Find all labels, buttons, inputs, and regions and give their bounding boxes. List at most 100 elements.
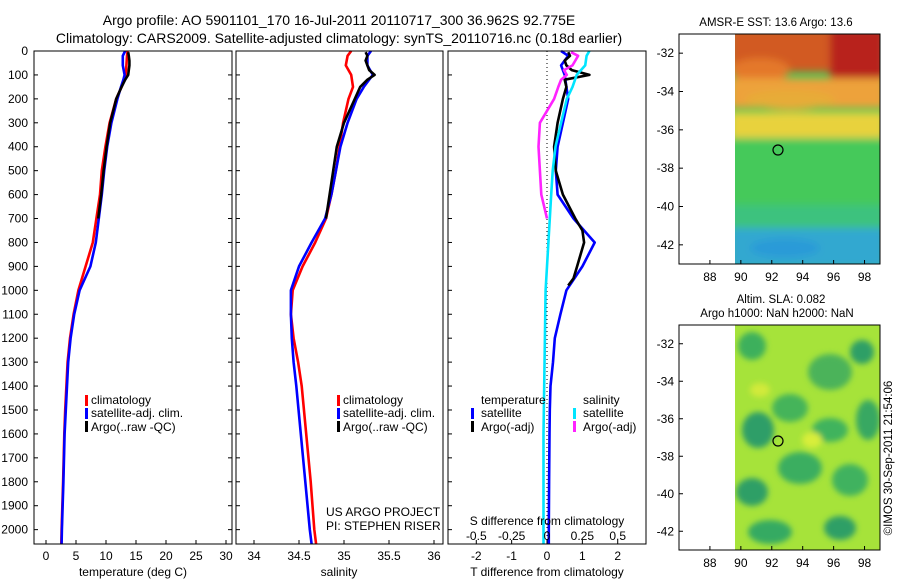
- series-line-1: [552, 51, 591, 287]
- map-x-tick-label: 98: [858, 556, 872, 570]
- legend-label-s-satellite: satellite: [583, 406, 624, 420]
- figure-title-line2: Climatology: CARS2009. Satellite-adjuste…: [56, 30, 622, 46]
- map-y-tick-label: -34: [657, 85, 675, 99]
- depth-tick-label: 1000: [1, 283, 28, 297]
- argo-position-marker: [772, 144, 784, 156]
- difference-x-axis-label: T difference from climatology: [470, 565, 624, 579]
- x-tick-label: 25: [189, 549, 203, 563]
- temperature-x-axis-label: temperature (deg C): [79, 565, 187, 579]
- depth-tick-label: 1700: [1, 451, 28, 465]
- map-x-tick-label: 88: [703, 270, 717, 284]
- sla-field: [735, 325, 880, 550]
- depth-tick-label: 1300: [1, 355, 28, 369]
- map-y-tick-label: -38: [657, 161, 675, 175]
- map-y-tick-label: -38: [657, 449, 675, 463]
- x-tick-label: 15: [129, 549, 143, 563]
- map-y-tick-label: -32: [657, 46, 675, 60]
- salinity-series: [289, 50, 376, 545]
- salinity-plot-frame: [235, 50, 444, 545]
- legend-swatch-argo: [85, 421, 88, 432]
- sst-field: [735, 34, 880, 264]
- x-tick-label: 36: [427, 549, 441, 563]
- legend-swatch-t-satellite: [471, 408, 474, 419]
- legend-label-satellite: satellite-adj. clim.: [91, 406, 183, 420]
- sla-map-title2: Argo h1000: NaN h2000: NaN: [700, 308, 853, 320]
- s-tick-label: 0: [544, 529, 551, 543]
- map-x-tick-label: 96: [827, 270, 841, 284]
- map-y-tick-label: -42: [657, 524, 675, 538]
- depth-tick-label: 1100: [2, 307, 28, 321]
- map-x-tick-label: 90: [734, 556, 748, 570]
- legend-label-climatology: climatology: [91, 393, 151, 407]
- x-tick-label: 35: [337, 549, 351, 563]
- x-tick-label: 0: [544, 549, 551, 563]
- depth-tick-label: 600: [8, 188, 28, 202]
- depth-tick-label: 1500: [1, 403, 28, 417]
- x-tick-label: 35.5: [377, 549, 401, 563]
- series-line-3: [537, 51, 580, 219]
- depth-tick-label: 1200: [1, 331, 28, 345]
- map-x-tick-label: 96: [827, 556, 841, 570]
- sst-map-frame: [678, 33, 881, 265]
- depth-tick-label: 200: [8, 92, 28, 106]
- map-x-tick-label: 88: [703, 556, 717, 570]
- legend-label-satellite: satellite-adj. clim.: [343, 406, 435, 420]
- s-tick-label: 0.5: [609, 529, 626, 543]
- temperature-legend: climatology satellite-adj. clim. Argo(..…: [85, 393, 183, 434]
- x-tick-label: 2: [614, 549, 621, 563]
- depth-tick-label: 700: [8, 212, 28, 226]
- map-x-tick-label: 92: [765, 270, 779, 284]
- map-y-tick-label: -40: [657, 487, 675, 501]
- difference-legend: temperature salinity satellite Argo(-adj…: [471, 393, 636, 434]
- depth-tick-label: 1600: [1, 427, 28, 441]
- legend-swatch-satellite: [85, 408, 88, 419]
- legend-label-argo: Argo(..raw -QC): [91, 420, 176, 434]
- series-line-2: [96, 51, 131, 219]
- series-line-2: [324, 51, 376, 219]
- sla-map-frame: [678, 324, 881, 551]
- salinity-x-axis-label: salinity: [321, 565, 358, 579]
- sla-map-ticks: 88 90 92 94 96 98 -32 -34 -36 -38 -40 -42: [657, 337, 872, 570]
- map-y-tick-label: -36: [657, 123, 675, 137]
- legend-swatch-s-argo: [573, 421, 576, 432]
- depth-tick-label: 900: [8, 259, 28, 273]
- legend-swatch-s-satellite: [573, 408, 576, 419]
- salinity-legend: climatology satellite-adj. clim. Argo(..…: [337, 393, 435, 434]
- map-y-tick-label: -34: [657, 374, 675, 388]
- depth-tick-label: 1900: [1, 499, 28, 513]
- legend-swatch-climatology: [85, 395, 88, 406]
- s-tick-label: 0.25: [571, 529, 595, 543]
- x-tick-label: -1: [506, 549, 517, 563]
- map-y-tick-label: -36: [657, 412, 675, 426]
- map-y-tick-label: -42: [657, 238, 675, 252]
- x-tick-label: 0: [43, 549, 50, 563]
- x-tick-label: 20: [159, 549, 173, 563]
- legend-title-salinity: salinity: [583, 393, 620, 407]
- temperature-x-ticks: 0 5 10 15 20 25 30: [43, 540, 233, 563]
- series-line-2: [542, 50, 591, 544]
- legend-label-t-argo: Argo(-adj): [481, 420, 534, 434]
- x-tick-label: 34.5: [287, 549, 311, 563]
- depth-tick-label: 500: [8, 164, 28, 178]
- map-y-tick-label: -32: [657, 337, 675, 351]
- figure-title-line1: Argo profile: AO 5901101_170 16-Jul-2011…: [103, 12, 576, 28]
- s-tick-label: -0.5: [466, 529, 487, 543]
- legend-label-t-satellite: satellite: [481, 406, 522, 420]
- legend-swatch-t-argo: [471, 421, 474, 432]
- sla-map-panel: Altim. SLA: 0.082 Argo h1000: NaN h2000:…: [657, 294, 881, 570]
- depth-tick-label: 0: [21, 44, 28, 58]
- depth-tick-label: 1400: [1, 379, 28, 393]
- x-tick-label: 30: [219, 549, 233, 563]
- s-tick-label: -0.25: [498, 529, 526, 543]
- x-tick-label: 5: [73, 549, 80, 563]
- credit-label: ©IMOS 30-Sep-2011 21:54:06: [883, 381, 895, 536]
- depth-tick-label: 300: [8, 116, 28, 130]
- salinity-x-ticks: 34 34.5 35 35.5 36: [247, 540, 441, 563]
- difference-s-axis-label: S difference from climatology: [470, 514, 625, 528]
- temperature-plot-frame: [33, 50, 233, 545]
- x-tick-label: 1: [579, 549, 586, 563]
- difference-plot-frame: [447, 50, 647, 545]
- legend-label-s-argo: Argo(-adj): [583, 420, 636, 434]
- sst-map-title: AMSR-E SST: 13.6 Argo: 13.6: [699, 17, 852, 29]
